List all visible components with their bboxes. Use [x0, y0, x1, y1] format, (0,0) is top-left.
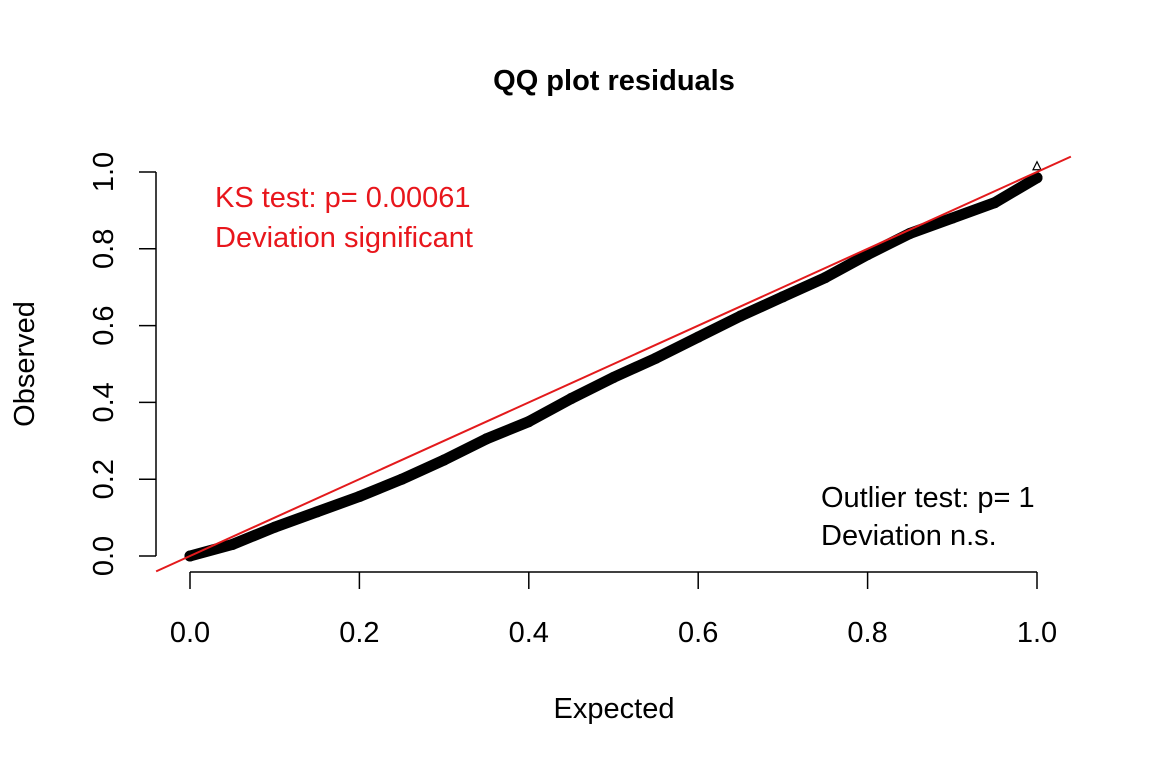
data-point	[311, 506, 323, 518]
reference-line	[155, 155, 1072, 573]
x-tick-label: 0.6	[678, 617, 718, 649]
data-point	[438, 454, 450, 466]
data-point	[989, 197, 1001, 209]
x-tick-label: 1.0	[1017, 617, 1057, 649]
y-tick-label: 0.4	[88, 382, 120, 422]
y-tick-label: 0.6	[88, 305, 120, 345]
data-point	[565, 393, 577, 405]
data-point	[353, 490, 365, 502]
y-tick-label: 0.2	[88, 459, 120, 499]
outlier-test-text: Outlier test: p= 1	[821, 482, 1035, 514]
outlier-marker	[1032, 160, 1042, 171]
x-tick-label: 0.2	[339, 617, 379, 649]
data-point	[819, 272, 831, 284]
y-tick-label: 0.8	[88, 229, 120, 269]
data-point	[396, 473, 408, 485]
data-point	[608, 371, 619, 383]
x-axis-label: Expected	[554, 693, 675, 725]
x-tick-label: 0.8	[847, 617, 887, 649]
x-tick-label: 0.4	[509, 617, 549, 649]
data-points	[184, 160, 1043, 562]
chart-title: QQ plot residuals	[493, 65, 735, 97]
ks-deviation-text: Deviation significant	[215, 222, 473, 254]
y-tick-label: 0.0	[88, 536, 120, 576]
data-point	[777, 291, 789, 303]
ks-test-text: KS test: p= 0.00061	[215, 182, 471, 214]
y-axis-label: Observed	[9, 301, 41, 427]
data-point	[692, 331, 704, 343]
data-point	[480, 433, 492, 445]
x-tick-label: 0.0	[170, 617, 210, 649]
reference-line-group	[155, 155, 1072, 573]
y-tick-label: 1.0	[88, 152, 120, 192]
x-axis: 0.0 0.2 0.4 0.6 0.8 1.0	[170, 571, 1057, 649]
data-point	[735, 310, 747, 322]
data-point	[1031, 172, 1043, 184]
data-point	[226, 538, 238, 550]
data-point	[946, 212, 958, 224]
y-axis: 0.0 0.2 0.4 0.6 0.8 1.0	[88, 152, 157, 576]
data-point	[650, 352, 662, 364]
data-point	[269, 521, 281, 533]
data-point	[523, 416, 535, 428]
outlier-deviation-text: Deviation n.s.	[821, 520, 997, 552]
data-point	[862, 249, 874, 261]
